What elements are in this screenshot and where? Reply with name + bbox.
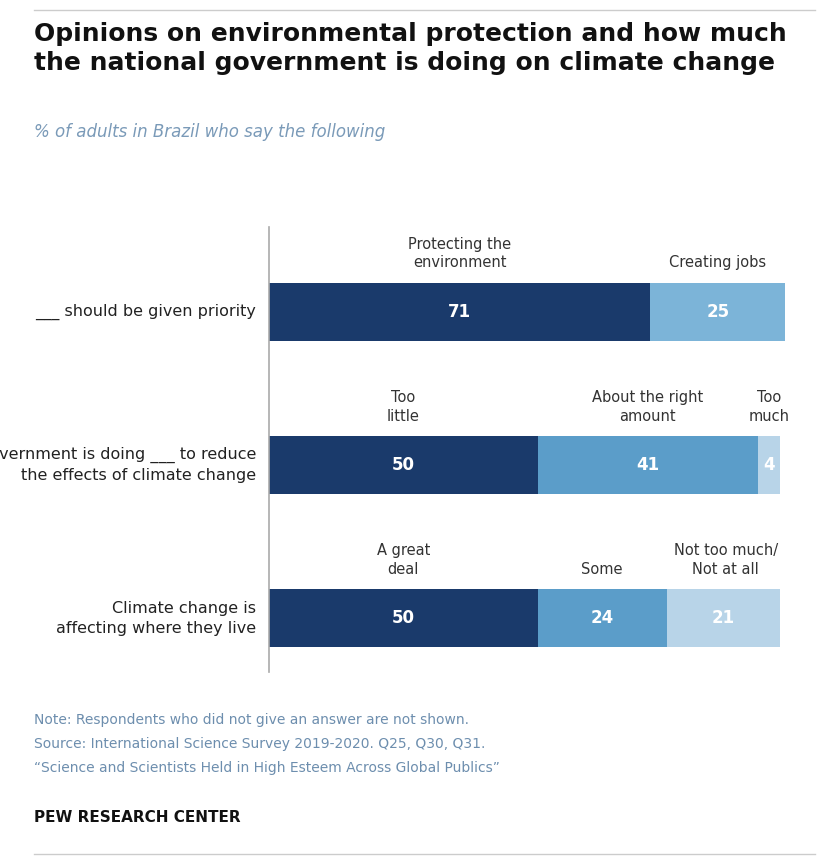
Bar (269, 435, 538, 494)
Bar (269, 589, 538, 647)
Text: 4: 4 (763, 456, 774, 474)
Text: Government is doing ___ to reduce
the effects of climate change: Government is doing ___ to reduce the ef… (0, 447, 256, 483)
Bar (538, 435, 758, 494)
Bar (269, 283, 650, 340)
Bar (758, 435, 780, 494)
Text: About the right
amount: About the right amount (592, 390, 703, 423)
Bar (538, 589, 667, 647)
Text: PEW RESEARCH CENTER: PEW RESEARCH CENTER (34, 810, 240, 825)
Text: Creating jobs: Creating jobs (669, 256, 766, 270)
Text: 41: 41 (636, 456, 659, 474)
Text: 71: 71 (448, 302, 471, 321)
Text: 24: 24 (591, 609, 614, 627)
Text: ___ should be given priority: ___ should be given priority (35, 303, 256, 320)
Text: Opinions on environmental protection and how much
the national government is doi: Opinions on environmental protection and… (34, 22, 786, 75)
Text: 21: 21 (711, 609, 735, 627)
Text: Not too much/
Not at all: Not too much/ Not at all (674, 543, 778, 577)
Text: 25: 25 (706, 302, 729, 321)
Text: Protecting the
environment: Protecting the environment (408, 237, 512, 270)
Text: % of adults in Brazil who say the following: % of adults in Brazil who say the follow… (34, 123, 385, 141)
Text: A great
deal: A great deal (376, 543, 430, 577)
Text: Too
much: Too much (748, 390, 790, 423)
Text: 50: 50 (391, 456, 415, 474)
Bar (667, 589, 780, 647)
Text: Some: Some (581, 562, 623, 577)
Text: Source: International Science Survey 2019-2020. Q25, Q30, Q31.: Source: International Science Survey 201… (34, 737, 485, 751)
Text: Note: Respondents who did not give an answer are not shown.: Note: Respondents who did not give an an… (34, 713, 469, 727)
Text: “Science and Scientists Held in High Esteem Across Global Publics”: “Science and Scientists Held in High Est… (34, 761, 500, 775)
Text: Climate change is
affecting where they live: Climate change is affecting where they l… (56, 600, 256, 636)
Bar (650, 283, 785, 340)
Text: Too
little: Too little (386, 390, 420, 423)
Text: 50: 50 (391, 609, 415, 627)
